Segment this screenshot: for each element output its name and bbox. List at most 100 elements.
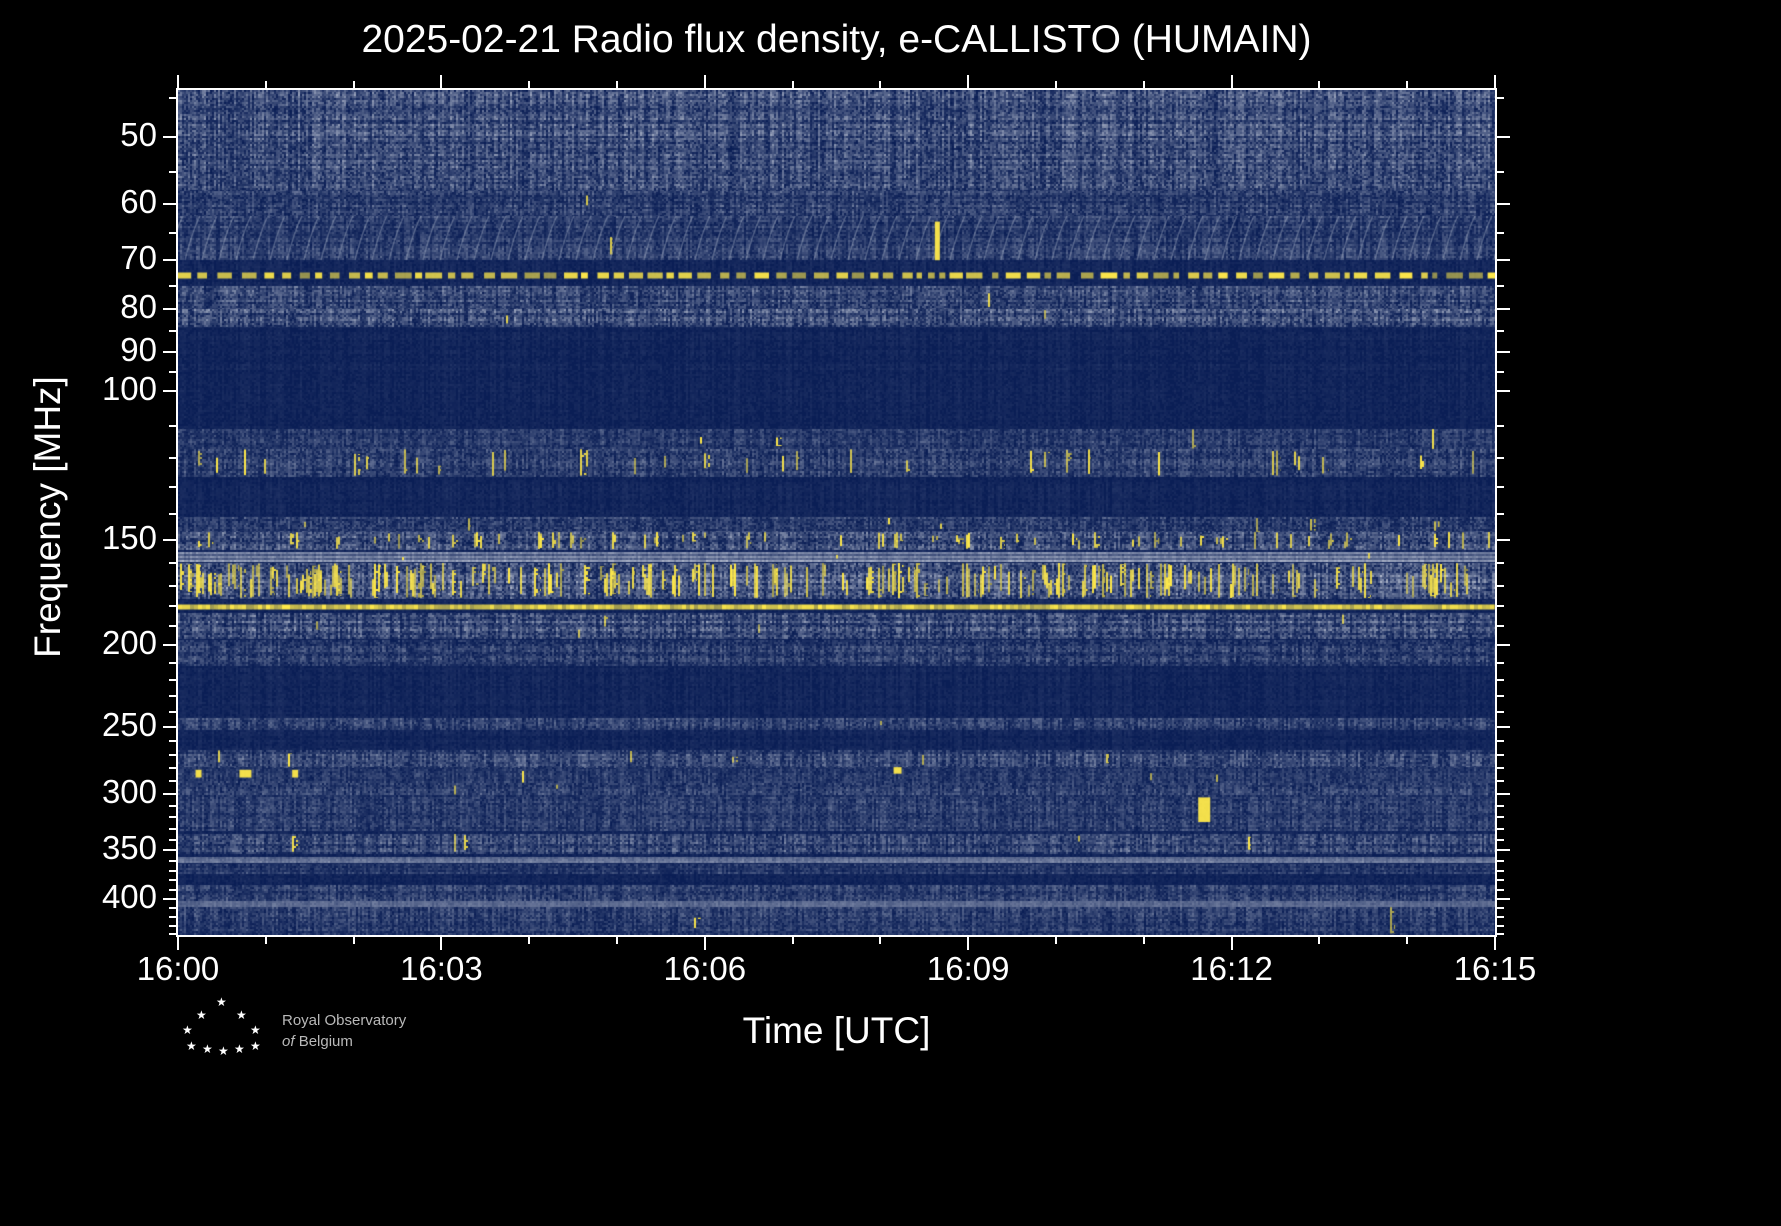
x-axis-minor-tick	[352, 937, 355, 944]
y-axis-minor-tick	[1497, 661, 1504, 664]
x-axis-major-tick	[440, 75, 443, 88]
y-axis-minor-tick	[169, 740, 176, 743]
x-axis-minor-tick	[1406, 81, 1409, 88]
x-axis-major-tick	[703, 937, 706, 950]
x-axis-minor-tick	[1142, 937, 1145, 944]
y-axis-major-tick	[1497, 644, 1510, 647]
rob-logo-line2: of Belgium	[282, 1033, 353, 1050]
y-axis-minor-tick	[169, 816, 176, 819]
y-axis-minor-tick	[169, 695, 176, 698]
y-tick-label: 250	[101, 705, 157, 743]
y-axis-minor-tick	[1497, 513, 1504, 516]
y-axis-major-tick	[163, 725, 176, 728]
x-tick-label: 16:00	[136, 950, 220, 987]
x-axis-minor-tick	[1318, 937, 1321, 944]
chart-title: 2025-02-21 Radio flux density, e-CALLIST…	[361, 18, 1312, 61]
y-axis-minor-tick	[1497, 916, 1504, 919]
y-axis-major-tick	[163, 898, 176, 901]
y-tick-label: 100	[101, 369, 157, 407]
y-axis-minor-tick	[169, 232, 176, 235]
y-axis-minor-tick	[169, 804, 176, 807]
y-axis-major-tick	[163, 202, 176, 205]
y-axis-minor-tick	[169, 424, 176, 427]
x-axis-minor-tick	[528, 81, 531, 88]
x-axis-minor-tick	[352, 81, 355, 88]
x-axis-minor-tick	[528, 937, 531, 944]
x-tick-label: 16:09	[926, 950, 1010, 987]
x-tick-label: 16:12	[1190, 950, 1273, 987]
y-tick-label: 150	[101, 518, 157, 556]
y-axis-title: Frequency [MHz]	[27, 376, 68, 658]
y-axis-minor-tick	[1497, 97, 1504, 100]
y-axis-major-tick	[1497, 259, 1510, 262]
y-axis-minor-tick	[1497, 584, 1504, 587]
y-axis-minor-tick	[1497, 486, 1504, 489]
x-axis-major-tick	[1494, 937, 1496, 950]
y-axis-major-tick	[163, 792, 176, 795]
y-axis-minor-tick	[1497, 859, 1504, 862]
logo-star-icon: ★	[216, 995, 227, 1009]
x-axis-minor-tick	[616, 81, 618, 88]
y-axis-minor-tick	[169, 869, 176, 872]
y-tick-label: 400	[101, 878, 157, 916]
y-axis-minor-tick	[1497, 827, 1504, 830]
y-axis-major-tick	[163, 135, 176, 138]
y-axis-minor-tick	[1497, 933, 1504, 936]
y-axis-minor-tick	[1497, 679, 1504, 682]
y-axis-minor-tick	[169, 605, 176, 608]
y-tick-label: 300	[101, 772, 157, 810]
y-axis-minor-tick	[169, 584, 176, 587]
x-axis-minor-tick	[879, 81, 882, 88]
y-axis-minor-tick	[1497, 804, 1504, 807]
y-axis-major-tick	[1497, 792, 1510, 795]
y-axis-minor-tick	[1497, 625, 1504, 628]
y-axis-minor-tick	[169, 827, 176, 830]
x-axis-minor-tick	[1055, 81, 1057, 88]
y-axis-minor-tick	[1497, 284, 1504, 287]
y-axis-minor-tick	[169, 924, 176, 927]
y-axis-minor-tick	[169, 754, 176, 757]
y-axis-minor-tick	[169, 513, 176, 516]
x-axis-major-tick	[967, 937, 970, 950]
y-axis-minor-tick	[1497, 869, 1504, 872]
y-axis-minor-tick	[169, 859, 176, 862]
y-axis-major-tick	[163, 308, 176, 311]
y-axis-major-tick	[1497, 725, 1510, 728]
y-axis-major-tick	[1497, 308, 1510, 311]
spectrogram-canvas	[178, 90, 1495, 935]
x-tick-label: 16:06	[663, 950, 747, 987]
y-axis-minor-tick	[1497, 371, 1504, 374]
y-axis-minor-tick	[1497, 456, 1504, 459]
y-axis-major-tick	[1497, 351, 1510, 354]
y-axis-minor-tick	[169, 456, 176, 459]
y-axis-major-tick	[163, 389, 176, 392]
y-axis-minor-tick	[169, 284, 176, 287]
logo-star-icon: ★	[202, 1042, 213, 1056]
y-axis-major-tick	[1497, 538, 1510, 541]
y-axis-minor-tick	[169, 879, 176, 882]
y-axis-minor-tick	[1497, 879, 1504, 882]
y-axis-minor-tick	[169, 780, 176, 783]
logo-star-icon: ★	[182, 1023, 193, 1037]
x-axis-minor-tick	[1142, 81, 1145, 88]
y-axis-minor-tick	[1497, 838, 1504, 841]
y-axis-minor-tick	[1497, 424, 1504, 427]
y-axis-minor-tick	[169, 710, 176, 713]
y-tick-label: 80	[120, 288, 157, 326]
y-axis-major-tick	[1497, 389, 1510, 392]
x-axis-major-tick	[703, 75, 706, 88]
x-tick-label: 16:15	[1453, 950, 1537, 987]
y-tick-label: 50	[120, 115, 157, 153]
y-axis-minor-tick	[169, 679, 176, 682]
y-axis-minor-tick	[1497, 816, 1504, 819]
x-axis-major-tick	[1230, 75, 1233, 88]
logo-star-icon: ★	[236, 1008, 247, 1022]
x-axis-minor-tick	[616, 937, 618, 944]
logo-star-icon: ★	[234, 1042, 245, 1056]
y-axis-minor-tick	[169, 330, 176, 333]
x-axis-minor-tick	[1318, 81, 1321, 88]
y-axis-major-tick	[163, 259, 176, 262]
rob-logo-line1: Royal Observatory	[282, 1012, 407, 1029]
x-axis-title: Time [UTC]	[742, 1010, 931, 1051]
